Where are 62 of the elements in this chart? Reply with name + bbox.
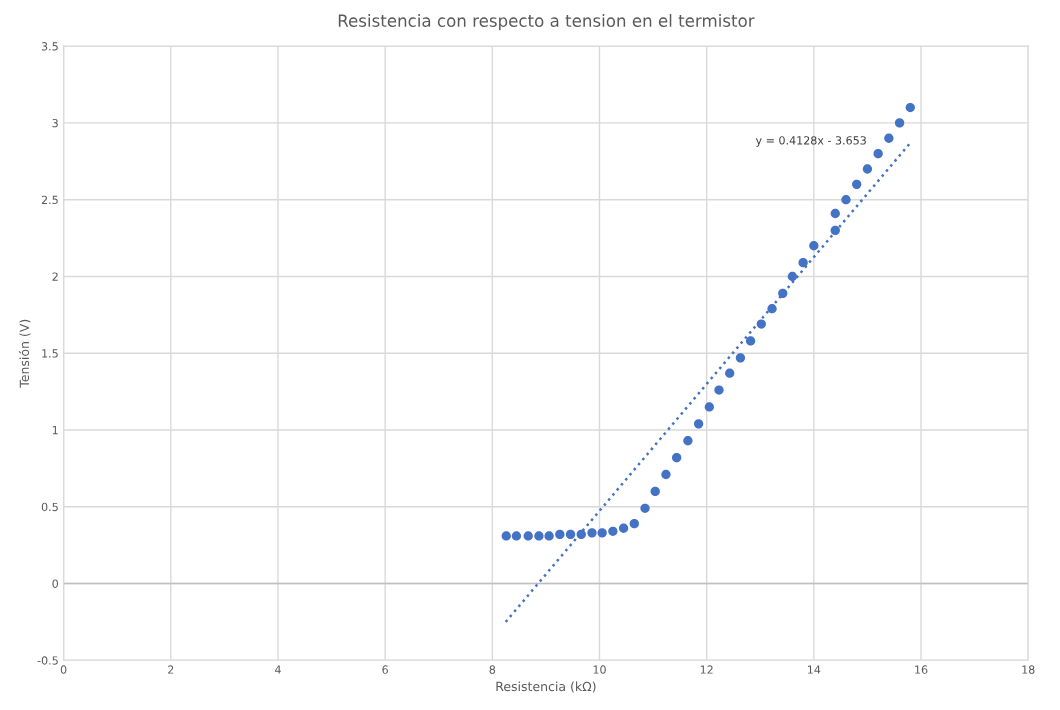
point [597,528,607,538]
point [587,528,597,538]
annotation: y = 0.4128x - 3.653 [755,136,866,147]
point [565,529,576,540]
point [905,102,915,113]
point [725,368,735,378]
point [544,531,554,541]
x-tick-label: 10 [593,665,606,674]
point [767,304,777,314]
point [714,385,724,395]
y-tick-label: 0 [52,579,58,588]
y-axis-title: Tensión (V) [18,319,31,388]
point [756,319,766,329]
x-tick-label: 12 [700,665,713,674]
x-tick-label: 6 [382,665,388,674]
point [830,208,840,219]
x-tick-label: 2 [168,665,174,674]
x-tick-label: 8 [489,665,496,674]
point [640,503,650,513]
point [523,531,533,541]
y-tick-label: 3 [52,118,58,128]
point [841,195,851,205]
y-tick-label: 1.5 [42,349,58,358]
point [798,257,808,268]
point [873,148,883,159]
point [672,452,682,463]
y-tick-label: 1 [52,426,58,435]
point [693,419,704,429]
x-tick-label: 4 [274,665,281,674]
point [555,529,565,540]
point [862,164,873,174]
point [704,402,714,412]
point [852,179,862,189]
point [629,518,639,529]
point [778,288,788,298]
point [830,225,840,236]
point [735,353,746,363]
y-tick-label: 2 [52,272,58,281]
point [884,133,894,143]
y-tick-label: 0.5 [41,502,58,512]
chart-title: Resistencia con respecto a tension en el termistor [338,14,755,31]
point [683,436,693,446]
point [501,531,511,541]
y-tick-label: 3.5 [41,42,58,51]
x-tick-label: 18 [1022,665,1035,674]
point [650,486,660,497]
x-tick-label: 14 [808,665,821,674]
point [618,523,629,533]
x-axis-title: Resistencia (kΩ) [496,681,596,693]
y-tick-label: -0.5 [37,656,58,665]
point [661,469,671,480]
x-tick-label: 0 [60,665,67,674]
point [511,531,522,541]
point [809,241,819,251]
point [534,531,544,541]
point [787,271,798,282]
point [745,336,756,346]
point [608,526,618,536]
point [894,118,905,128]
x-tick-label: 16 [915,665,928,674]
y-tick-label: 2.5 [41,195,58,205]
point [576,529,586,540]
